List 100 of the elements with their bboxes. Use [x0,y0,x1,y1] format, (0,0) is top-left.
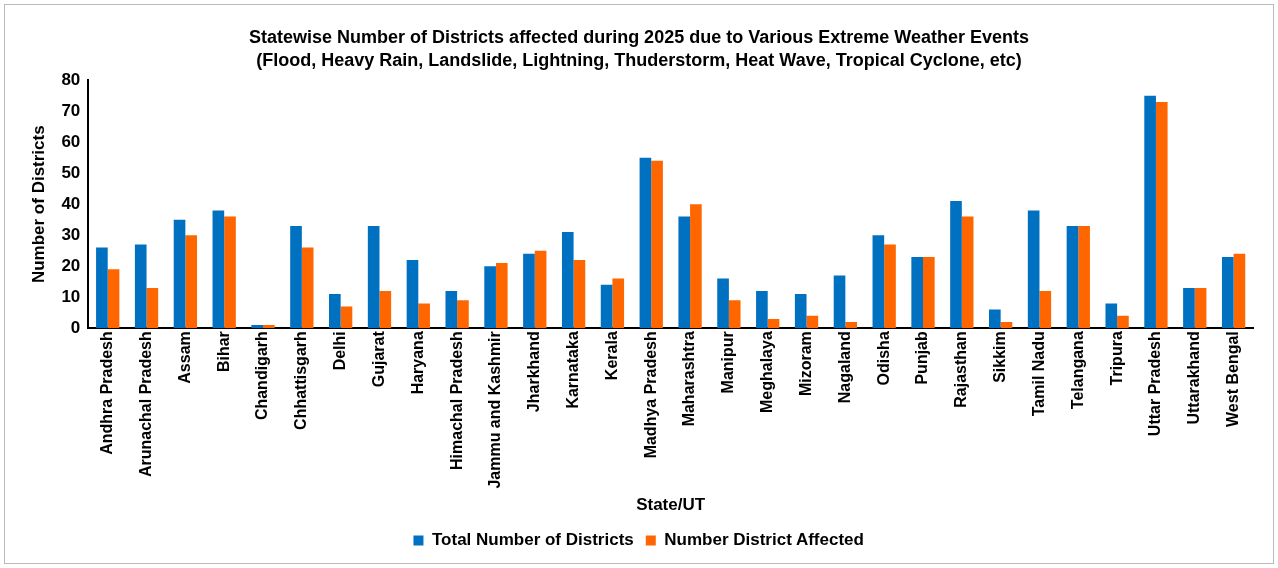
bar [263,325,275,329]
bar [845,322,858,329]
bar [1105,303,1118,329]
x-tick-label: Uttarakhand [1185,331,1203,425]
bar [212,210,225,329]
bar [251,325,264,329]
bar [367,225,380,329]
bar [1144,95,1156,329]
bar [678,216,691,329]
bar [728,300,741,329]
bar [794,294,807,329]
bar [872,235,885,329]
y-tick-label: 10 [61,286,81,306]
x-tick-label: Haryana [408,331,426,395]
bar [600,284,613,329]
y-tick-label: 70 [61,100,81,120]
x-tick-label: Jammu and Kashmir [486,331,504,489]
bar [96,247,108,329]
bar [495,263,508,329]
bar [717,278,729,329]
bar [301,247,314,329]
bar [1027,210,1040,329]
x-tick-label: Assam [175,331,193,384]
bar [173,219,186,329]
bar [806,315,819,329]
x-tick-label: Maharashtra [680,331,698,427]
bar [573,260,586,329]
bar [833,275,846,329]
bar [418,303,430,329]
bar [406,260,419,329]
bar [690,204,702,329]
bar [1066,225,1079,329]
bar [1000,322,1013,329]
bar [767,318,780,329]
x-tick-label: Telangana [1068,331,1086,410]
x-tick-label: Uttar Pradesh [1146,331,1164,437]
x-tick-label: Himachal Pradesh [447,331,465,470]
legend-label: Total Number of Districts [431,530,634,550]
chart-title: Statewise Number of Districts affected during 2025 due to Various Extreme Weather Events [249,26,1029,47]
bar [639,157,652,329]
legend-label: Number District Affected [664,530,864,550]
x-tick-label: Kerala [602,331,620,381]
x-tick-label: Mizoram [796,331,814,397]
bar [961,216,974,329]
bar [185,235,198,329]
bar [884,244,896,329]
x-tick-label: Nagaland [835,331,853,404]
bar [457,300,469,329]
bar [1117,315,1129,329]
bar [612,278,625,329]
x-tick-label: Madhya Pradesh [641,331,659,459]
y-tick-label: 30 [61,224,81,244]
x-tick-label: Arunachal Pradesh [136,331,154,478]
x-tick-label: Delhi [331,331,349,371]
x-tick-label: Gujarat [369,330,387,388]
bar [146,287,159,329]
x-tick-label: Meghalaya [758,331,776,414]
x-tick-label: Bihar [214,331,232,373]
bar [1039,291,1052,329]
x-axis-title: State/UT [636,495,706,515]
x-tick-label: Rajasthan [952,331,970,408]
y-tick-label: 80 [61,69,81,89]
x-tick-label: Karnataka [564,331,581,409]
bar [534,250,547,329]
bar [923,256,935,329]
bar [561,232,574,329]
bar [445,291,458,329]
y-tick-label: 60 [61,131,81,151]
x-tick-label: Andhra Pradesh [98,331,116,455]
bar [329,294,341,329]
bar [134,244,147,329]
x-tick-label: Chandigarh [253,331,271,421]
bar [379,291,392,329]
bar [1078,225,1090,329]
y-tick-label: 0 [70,317,81,337]
bar [1233,253,1246,329]
bar [224,216,236,329]
chart-subtitle: (Flood, Heavy Rain, Landslide, Lightning, Thuderstorm, Heat Wave, Tropical Cyclone, etc) [256,50,1022,71]
x-tick-label: Jharkhand [525,331,543,413]
x-tick-label: West Bengal [1223,331,1241,427]
y-tick-label: 50 [61,162,81,182]
x-tick-label: Tamil Nadu [1029,331,1047,417]
x-tick-label: Chhattisgarh [292,331,310,430]
bar [989,309,1001,329]
bar [290,225,302,329]
x-tick-label: Odisha [874,331,892,386]
bar [1221,256,1234,329]
y-axis-title: Number of Districts [28,125,48,284]
y-tick-label: 40 [61,193,81,213]
x-tick-label: Sikkim [991,331,1009,383]
bar [651,160,663,329]
bar [1194,287,1207,329]
bar [950,201,962,329]
bar [1155,101,1168,329]
x-tick-label: Punjab [913,331,931,385]
bar [484,266,496,329]
bar [1183,287,1195,329]
x-tick-label: Tripura [1107,331,1125,386]
y-tick-label: 20 [61,255,81,275]
bar [523,253,535,329]
